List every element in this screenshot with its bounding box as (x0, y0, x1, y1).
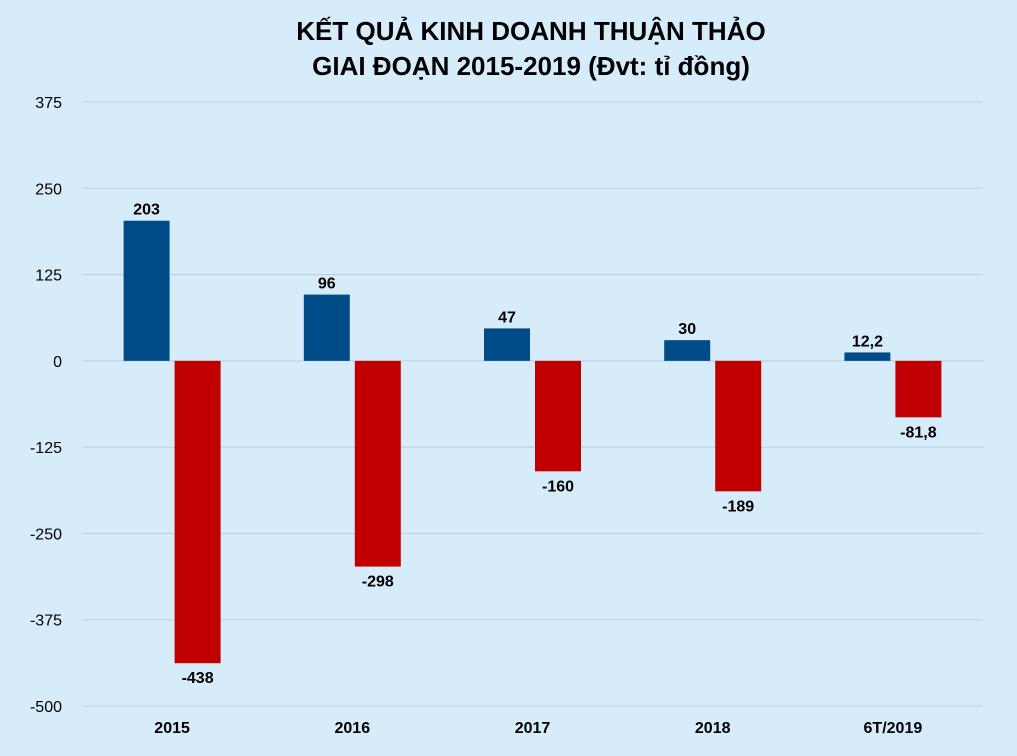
data-label: -160 (542, 478, 574, 495)
y-tick-label: -125 (30, 440, 62, 457)
data-label: -298 (362, 574, 394, 591)
y-tick-label: 250 (35, 181, 62, 198)
x-axis-categories: 2015 2016 2017 2018 6T/2019 (154, 720, 922, 737)
y-axis-ticks: 375 250 125 0 -125 -250 -375 -500 (30, 95, 62, 716)
bar-series-1 (844, 352, 891, 361)
y-tick-label: -500 (30, 699, 62, 716)
data-label: -189 (722, 498, 754, 515)
x-category-label: 2018 (695, 720, 731, 737)
bar-series-2 (895, 360, 942, 418)
data-label: 12,2 (852, 333, 883, 350)
bars (123, 220, 942, 664)
bar-series-2 (354, 360, 401, 567)
y-tick-label: 125 (35, 268, 62, 285)
data-label: 47 (498, 309, 516, 326)
x-category-label: 2016 (335, 720, 371, 737)
bar-series-1 (303, 294, 350, 361)
data-label: 203 (133, 202, 160, 219)
data-label: 96 (318, 276, 336, 293)
data-labels: 203 -438 96 -298 47 -160 30 -189 12,2 -81,8 (133, 202, 936, 687)
bar-series-2 (715, 360, 762, 492)
y-tick-label: -250 (30, 526, 62, 543)
x-category-label: 2015 (154, 720, 190, 737)
bar-series-2 (174, 360, 221, 664)
y-tick-label: -375 (30, 613, 62, 630)
bar-series-1 (123, 220, 170, 361)
bar-series-1 (664, 340, 711, 361)
chart-title-line-2: GIAI ĐOẠN 2015-2019 (Đvt: tỉ đồng) (312, 51, 750, 81)
data-label: 30 (678, 321, 696, 338)
bar-series-1 (484, 328, 530, 361)
x-category-label: 2017 (515, 720, 551, 737)
y-tick-label: 375 (35, 95, 62, 112)
data-label: -438 (182, 670, 214, 687)
y-tick-label: 0 (53, 354, 62, 371)
data-label: -81,8 (900, 424, 937, 441)
gridlines (82, 101, 983, 707)
bar-series-2 (535, 360, 581, 472)
x-category-label: 6T/2019 (864, 720, 923, 737)
chart-title-line-1: KẾT QUẢ KINH DOANH THUẬN THẢO (296, 16, 765, 46)
